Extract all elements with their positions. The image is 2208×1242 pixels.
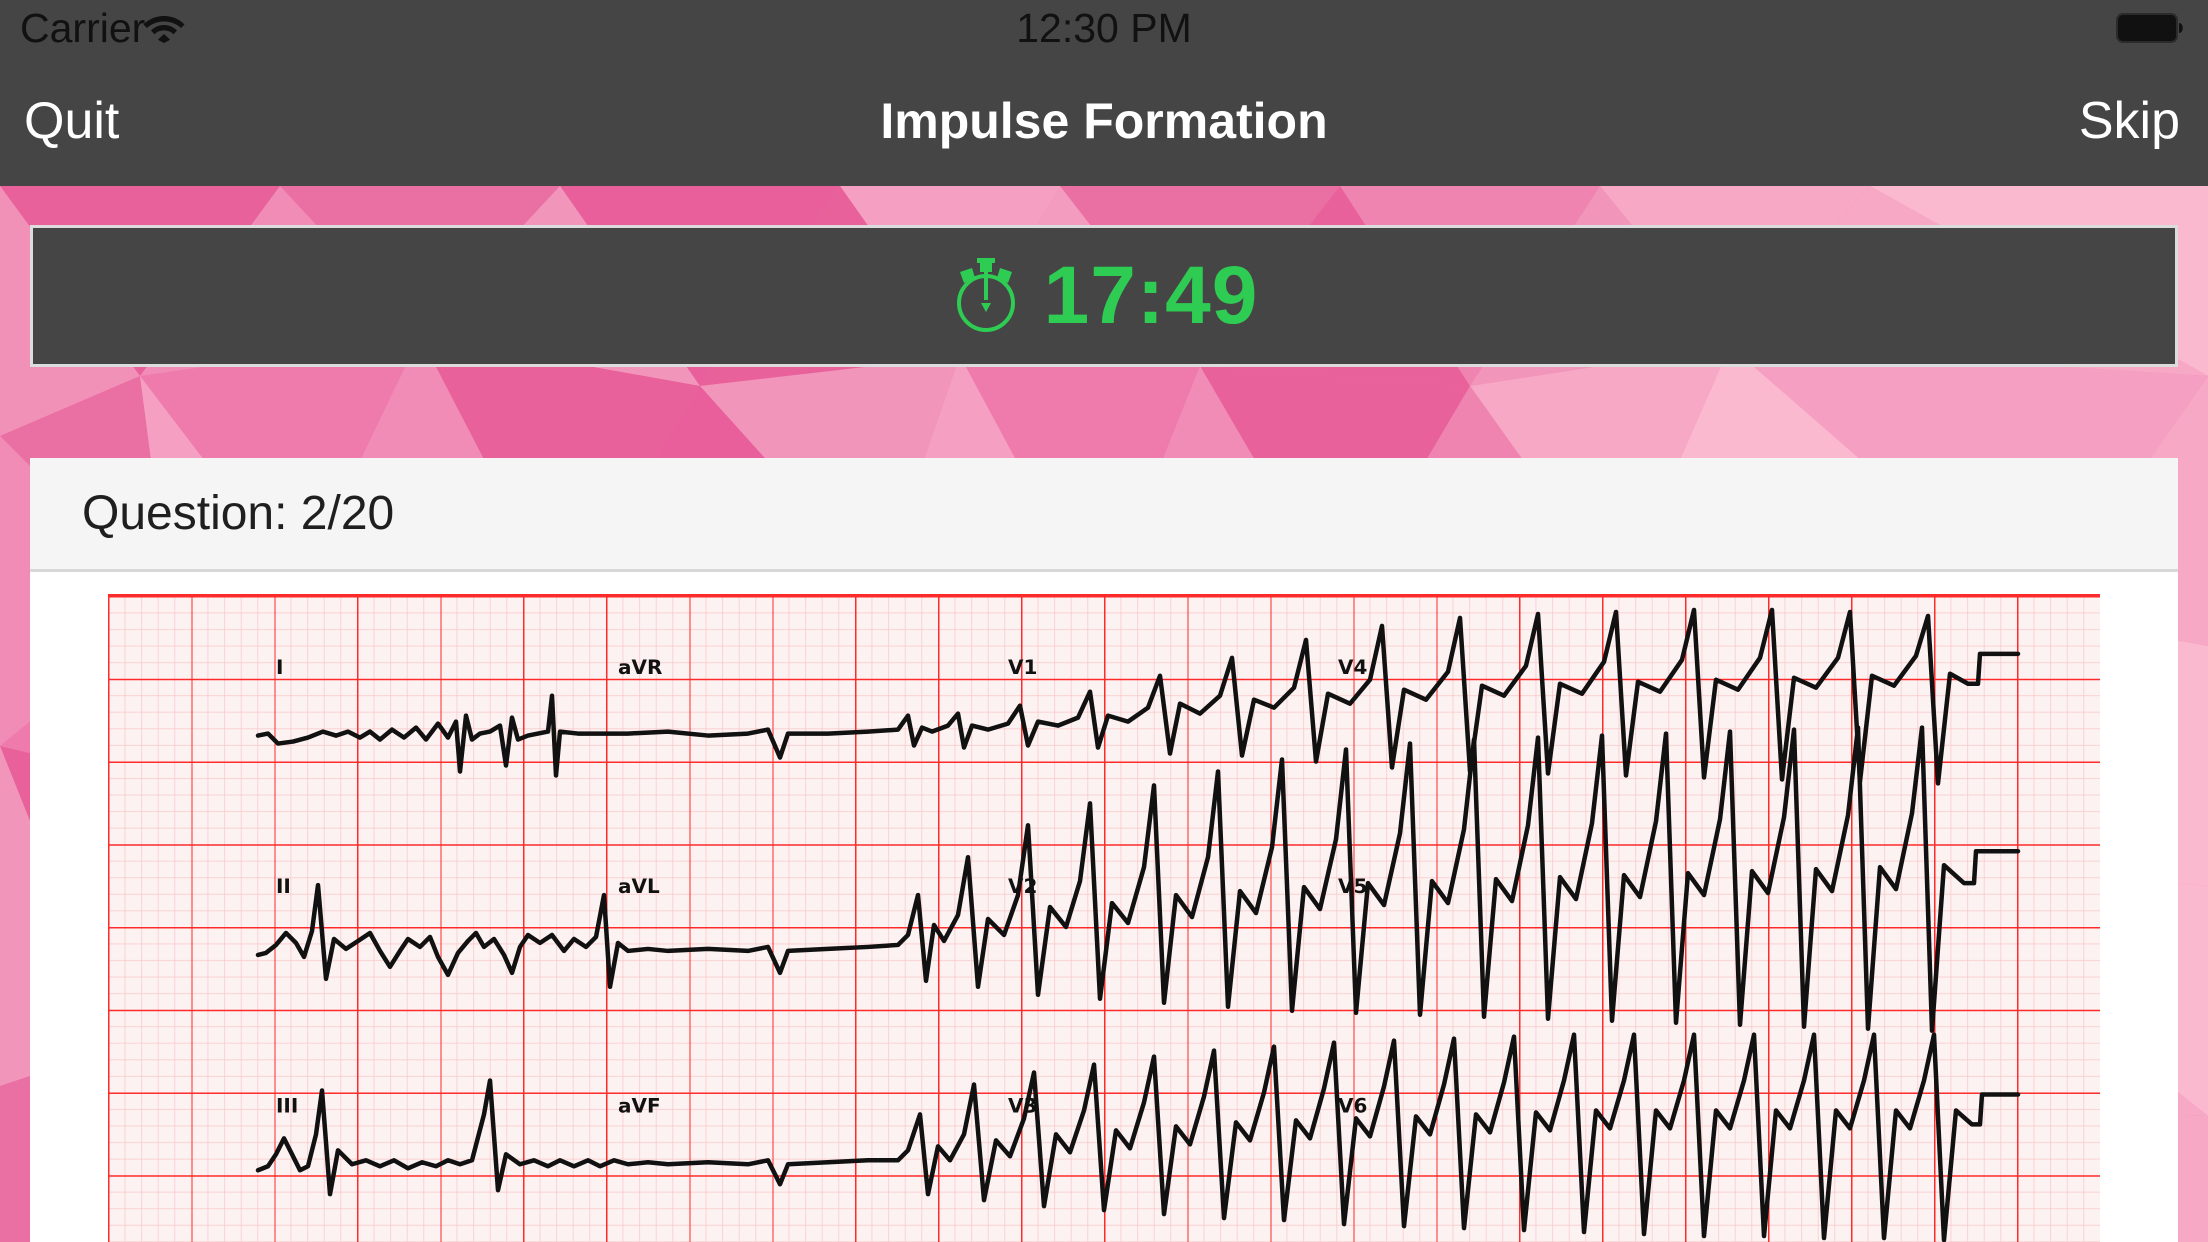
- svg-text:aVR: aVR: [618, 655, 662, 679]
- battery-full-icon: [2116, 13, 2186, 43]
- navigation-bar: Quit Impulse Formation Skip: [0, 55, 2208, 186]
- stopwatch-icon: [950, 256, 1022, 336]
- wifi-icon: [143, 13, 185, 43]
- timer-panel: 17:49: [30, 225, 2178, 367]
- svg-text:V1: V1: [1008, 655, 1037, 679]
- svg-text:II: II: [276, 874, 291, 898]
- question-counter-label: Question: 2/20: [82, 487, 395, 540]
- svg-text:V4: V4: [1338, 655, 1367, 679]
- svg-text:V3: V3: [1008, 1093, 1037, 1117]
- status-time: 12:30 PM: [1016, 5, 1192, 51]
- carrier-label: Carrier: [20, 5, 146, 51]
- question-card-body: I aVR V1 V4 II aVL V2 V5 III aVF V3 V6: [30, 572, 2178, 1242]
- skip-button[interactable]: Skip: [2078, 91, 2180, 150]
- question-card: Question: 2/20: [30, 458, 2178, 1242]
- status-bar: Carrier 12:30 PM: [0, 0, 2208, 55]
- svg-text:III: III: [276, 1093, 298, 1117]
- svg-text:aVL: aVL: [618, 874, 660, 898]
- question-card-header: Question: 2/20: [30, 458, 2178, 572]
- quit-button[interactable]: Quit: [24, 91, 120, 150]
- svg-text:aVF: aVF: [618, 1093, 661, 1117]
- svg-text:I: I: [276, 655, 283, 679]
- timer-value: 17:49: [1043, 250, 1259, 341]
- page-title: Impulse Formation: [880, 92, 1328, 149]
- ecg-image[interactable]: I aVR V1 V4 II aVL V2 V5 III aVF V3 V6: [108, 594, 2100, 1242]
- svg-text:V6: V6: [1338, 1093, 1367, 1117]
